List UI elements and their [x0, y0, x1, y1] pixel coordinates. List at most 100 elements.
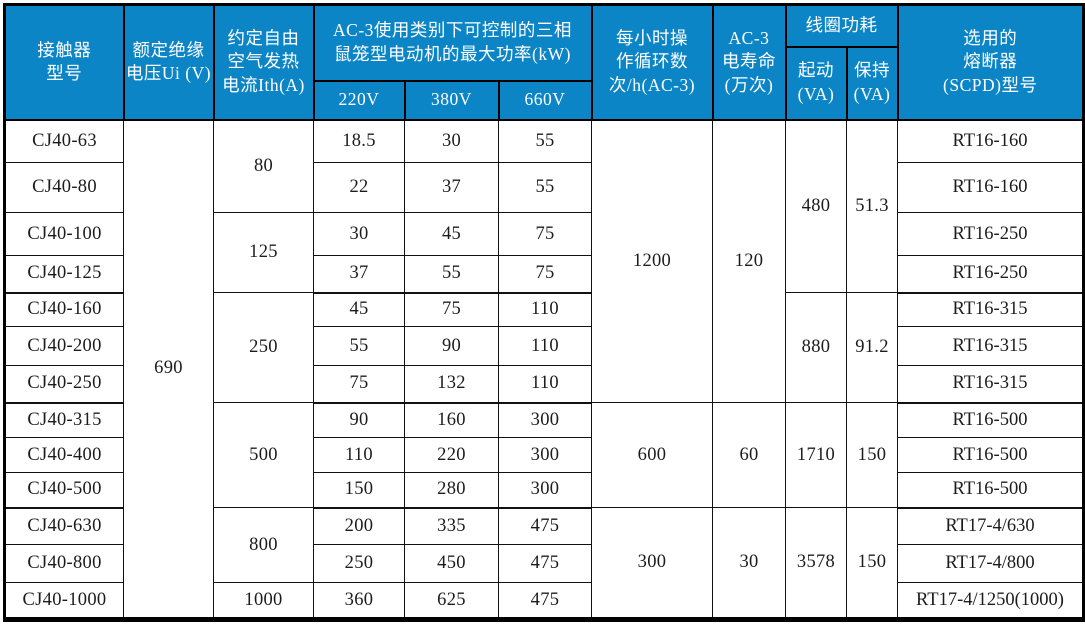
- cell-kw-380: 450: [404, 544, 499, 583]
- cell-ith: 500: [213, 402, 314, 508]
- cell-model: CJ40-80: [4, 162, 124, 213]
- cell-ith: 80: [213, 119, 314, 213]
- cell-kw-220: 37: [313, 255, 405, 294]
- cell-electrical-life: 60: [712, 402, 786, 508]
- header-operating-cycles: 每小时操 作循环数 次/h(AC-3): [590, 3, 714, 121]
- cell-kw-660: 110: [498, 326, 592, 366]
- cell-kw-220: 200: [313, 507, 405, 545]
- cell-ith: 1000: [213, 582, 314, 620]
- cell-kw-220: 55: [313, 326, 405, 366]
- table-row: CJ40-125 37 55 75 RT16-250: [4, 255, 1084, 294]
- cell-fuse: RT16-500: [897, 472, 1084, 509]
- cell-fuse: RT16-500: [897, 402, 1084, 438]
- table-row: CJ40-315 500 90 160 300 600 60 1710 150 …: [4, 402, 1084, 508]
- table-body: CJ40-63 690 80 18.5 30 55 1200 120 480 5…: [4, 119, 1084, 620]
- table-row: CJ40-630 800 200 335 475 300 30 3578 150…: [4, 507, 1084, 620]
- cell-kw-220: 75: [313, 365, 405, 404]
- cell-kw-660: 300: [498, 402, 592, 438]
- cell-kw-380: 625: [404, 582, 499, 620]
- cell-fuse: RT16-250: [897, 212, 1084, 256]
- cell-kw-220: 250: [313, 544, 405, 583]
- table-row: CJ40-100 125 30 45 75 RT16-250: [4, 212, 1084, 293]
- cell-kw-220: 45: [313, 292, 405, 327]
- cell-ops-per-hour: 1200: [591, 119, 713, 403]
- table-header: 接触器 型号 额定绝缘 电压Ui (V) 约定自由 空气发热 电流Ith(A) …: [3, 3, 1085, 121]
- header-row-3: 220V 380V 660V: [5, 79, 1084, 121]
- cell-kw-660: 475: [498, 582, 592, 620]
- cell-fuse: RT17-4/630: [897, 507, 1084, 545]
- cell-kw-660: 75: [498, 212, 592, 256]
- table-row: CJ40-1000 1000 360 625 475 RT17-4/1250(1…: [4, 582, 1084, 620]
- table-row: CJ40-400 110 220 300 RT16-500: [4, 437, 1084, 473]
- cell-model: CJ40-200: [4, 326, 124, 366]
- cell-model: CJ40-1000: [4, 582, 124, 620]
- cell-ith: 125: [213, 212, 314, 293]
- cell-electrical-life: 120: [712, 119, 786, 403]
- cell-kw-660: 475: [498, 544, 592, 583]
- cell-kw-380: 90: [404, 326, 499, 366]
- cell-ui-voltage: 690: [123, 119, 214, 620]
- cell-electrical-life: 30: [712, 507, 786, 620]
- header-660v: 660V: [497, 79, 593, 121]
- cell-coil-hold: 150: [846, 507, 898, 620]
- header-coil-consumption: 线圈功耗: [784, 3, 899, 48]
- cell-coil-start: 880: [785, 292, 847, 403]
- cell-kw-380: 132: [404, 365, 499, 404]
- table-row: CJ40-250 75 132 110 RT16-315: [4, 365, 1084, 404]
- cell-coil-start: 480: [785, 119, 847, 293]
- cell-kw-380: 45: [404, 212, 499, 256]
- cell-model: CJ40-800: [4, 544, 124, 583]
- table-row: CJ40-800 250 450 475 RT17-4/800: [4, 544, 1084, 583]
- header-220v: 220V: [312, 79, 406, 121]
- cell-model: CJ40-63: [4, 119, 124, 163]
- cell-kw-380: 37: [404, 162, 499, 213]
- cell-model: CJ40-100: [4, 212, 124, 256]
- table-row: CJ40-500 150 280 300 RT16-500: [4, 472, 1084, 509]
- cell-kw-380: 220: [404, 437, 499, 473]
- header-rated-insulation-voltage: 额定绝缘 电压Ui (V): [122, 3, 215, 121]
- cell-kw-660: 475: [498, 507, 592, 545]
- cell-kw-380: 55: [404, 255, 499, 294]
- cell-kw-220: 18.5: [313, 119, 405, 163]
- cell-kw-660: 110: [498, 365, 592, 404]
- table-row: CJ40-200 55 90 110 RT16-315: [4, 326, 1084, 366]
- cell-ith: 800: [213, 507, 314, 583]
- cell-kw-660: 300: [498, 437, 592, 473]
- contactor-spec-table: 接触器 型号 额定绝缘 电压Ui (V) 约定自由 空气发热 电流Ith(A) …: [3, 3, 1085, 622]
- cell-fuse: RT16-500: [897, 437, 1084, 473]
- header-fuse-type: 选用的 熔断器 (SCPD)型号: [896, 3, 1085, 121]
- cell-kw-220: 30: [313, 212, 405, 256]
- cell-coil-hold: 51.3: [846, 119, 898, 293]
- cell-kw-220: 90: [313, 402, 405, 438]
- cell-kw-660: 55: [498, 162, 592, 213]
- header-row-2: 起动 (VA) 保持 (VA): [5, 45, 1084, 121]
- cell-fuse: RT16-250: [897, 255, 1084, 294]
- cell-kw-660: 300: [498, 472, 592, 509]
- cell-fuse: RT16-160: [897, 162, 1084, 213]
- cell-model: CJ40-315: [4, 402, 124, 438]
- header-coil-start: 起动 (VA): [784, 45, 848, 121]
- header-thermal-current: 约定自由 空气发热 电流Ith(A): [212, 3, 315, 121]
- cell-kw-380: 160: [404, 402, 499, 438]
- cell-model: CJ40-250: [4, 365, 124, 404]
- table-row: CJ40-160 250 45 75 110 880 91.2 RT16-315: [4, 292, 1084, 403]
- cell-kw-660: 75: [498, 255, 592, 294]
- cell-kw-220: 150: [313, 472, 405, 509]
- cell-ith: 250: [213, 292, 314, 403]
- cell-coil-start: 1710: [785, 402, 847, 508]
- cell-kw-660: 110: [498, 292, 592, 327]
- cell-kw-380: 30: [404, 119, 499, 163]
- header-electrical-life: AC-3 电寿命 (万次): [711, 3, 787, 121]
- cell-fuse: RT16-315: [897, 365, 1084, 404]
- cell-coil-start: 3578: [785, 507, 847, 620]
- cell-kw-380: 280: [404, 472, 499, 509]
- cell-model: CJ40-400: [4, 437, 124, 473]
- table-row: CJ40-63 690 80 18.5 30 55 1200 120 480 5…: [4, 119, 1084, 620]
- cell-coil-hold: 150: [846, 402, 898, 508]
- cell-model: CJ40-500: [4, 472, 124, 509]
- cell-ops-per-hour: 300: [591, 507, 713, 620]
- header-contactor-model: 接触器 型号: [3, 3, 125, 121]
- cell-ops-per-hour: 600: [591, 402, 713, 508]
- cell-coil-hold: 91.2: [846, 292, 898, 403]
- cell-fuse: RT16-315: [897, 292, 1084, 327]
